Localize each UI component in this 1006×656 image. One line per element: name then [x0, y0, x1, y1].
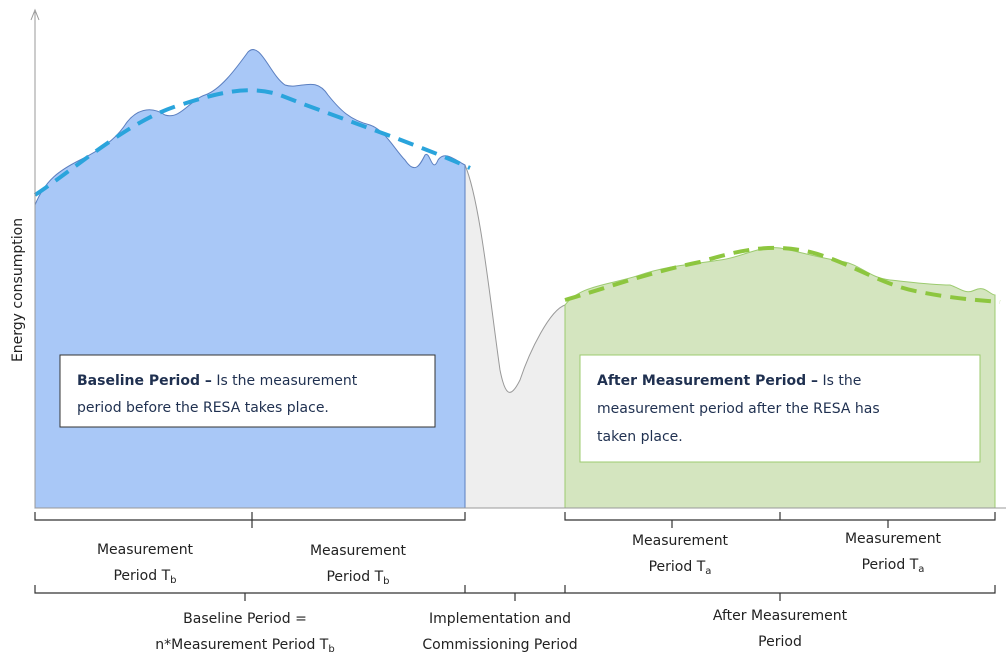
- period-label-text: After Measurement: [713, 608, 848, 624]
- period-label-text: Implementation and: [429, 611, 571, 627]
- period-label: Measurement: [97, 542, 194, 558]
- box-text: measurement period after the RESA has: [597, 401, 880, 417]
- period-label: Implementation and: [429, 611, 571, 627]
- subscript: b: [170, 575, 176, 586]
- period-label-text: n*Measurement Period T: [155, 637, 329, 653]
- period-label: Period Tb: [113, 568, 176, 586]
- period-label: Period: [758, 634, 802, 650]
- subscript: b: [328, 644, 334, 655]
- gray-area: [464, 164, 566, 509]
- period-label: n*Measurement Period Tb: [155, 637, 334, 655]
- period-label: Measurement: [845, 531, 942, 547]
- period-label: After Measurement: [713, 608, 848, 624]
- period-label: Period Ta: [862, 557, 925, 575]
- brackets: [34, 512, 996, 601]
- box-text: period before the RESA takes place.: [77, 400, 329, 416]
- box-title: Baseline Period –: [77, 373, 212, 389]
- period-label-text: Measurement: [310, 543, 407, 559]
- period-label: Period Tb: [326, 569, 389, 587]
- period-label-text: Period T: [862, 557, 919, 573]
- svg-text:After Measurement Period – Is: After Measurement Period – Is the: [597, 373, 861, 389]
- period-label-text: Measurement: [632, 533, 729, 549]
- baseline-trend: [33, 88, 471, 197]
- y-axis-label: Energy consumption: [10, 218, 26, 362]
- period-label: Measurement: [310, 543, 407, 559]
- baseline-area: [34, 49, 466, 509]
- period-label-text: Measurement: [97, 542, 194, 558]
- subscript: a: [918, 564, 924, 575]
- subscript: b: [383, 576, 389, 587]
- period-label-text: Baseline Period =: [183, 611, 307, 627]
- y-axis-arrow: [30, 8, 40, 21]
- period-label: Baseline Period =: [183, 611, 307, 627]
- after-box: After Measurement Period – Is the measur…: [579, 354, 981, 463]
- period-label-text: Period T: [649, 559, 706, 575]
- box-text: taken place.: [597, 429, 683, 445]
- box-text: Is the measurement: [216, 373, 357, 389]
- period-label-text: Period T: [113, 568, 170, 584]
- baseline-box: Baseline Period – Is the measurement per…: [59, 354, 436, 428]
- period-label-text: Measurement: [845, 531, 942, 547]
- subscript: a: [705, 566, 711, 577]
- period-label-text: Commissioning Period: [422, 637, 577, 653]
- svg-text:Baseline Period – Is the measu: Baseline Period – Is the measurement: [77, 373, 358, 389]
- box-text: Is the: [823, 373, 862, 389]
- period-label: Measurement: [632, 533, 729, 549]
- period-label-text: Period: [758, 634, 802, 650]
- period-label-text: Period T: [326, 569, 383, 585]
- period-label: Period Ta: [649, 559, 712, 577]
- after-trend: [564, 245, 1001, 304]
- period-label: Commissioning Period: [422, 637, 577, 653]
- box-title: After Measurement Period –: [597, 373, 818, 389]
